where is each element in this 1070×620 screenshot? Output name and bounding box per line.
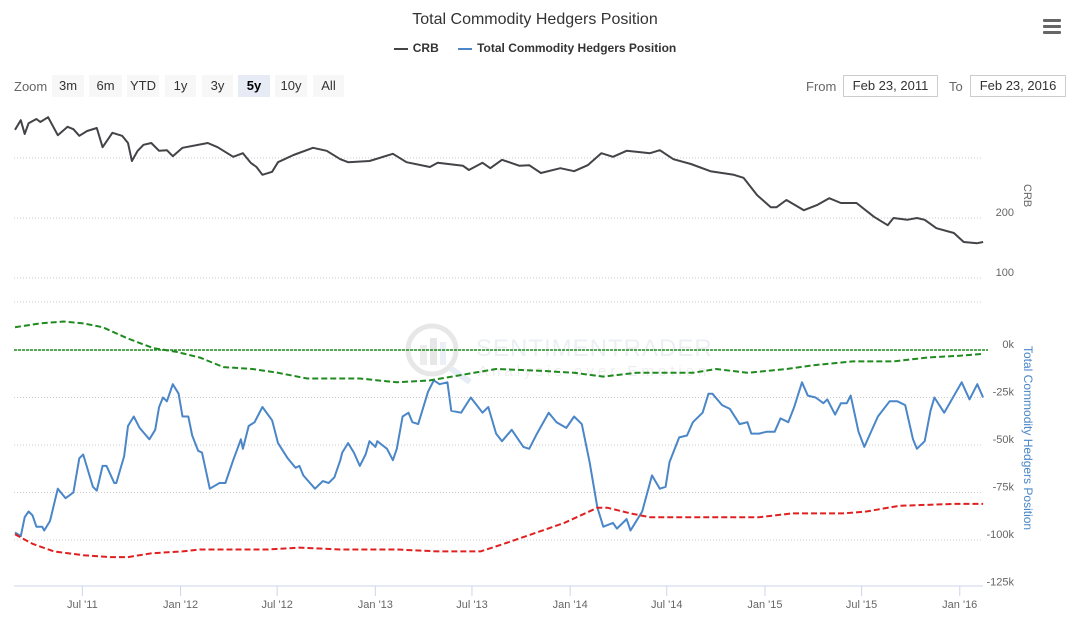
crb-tick-label: 200 [996,207,1014,219]
hedgers-tick-label: -100k [986,529,1014,541]
y-axes: 200 100 0k -25k -50k -75k -100k -125k [986,207,1014,589]
upper-band-line [14,320,984,384]
hedgers-axis-title: Total Commodity Hedgers Position [1021,346,1035,530]
x-tick-label: Jul '14 [651,599,682,611]
x-tick-label: Jan '14 [553,599,588,611]
hedgers-tick-label: -25k [993,387,1015,399]
zoom-label: Zoom [14,79,48,94]
legend-item-crb[interactable]: CRB [393,41,439,55]
x-tick-label: Jan '12 [163,599,198,611]
zoom-6m-button[interactable]: 6m [89,75,122,97]
legend-swatch-hedgers [458,47,473,50]
zoom-5y-button[interactable]: 5y [238,75,270,97]
legend-label: CRB [412,41,439,55]
x-tick-label: Jul '13 [456,599,487,611]
x-tick-label: Jul '12 [261,599,292,611]
crb-tick-label: 100 [996,267,1014,279]
watermark-name: SENTIMENTRADER [476,335,713,362]
series-group [14,116,988,559]
hamburger-icon[interactable] [1043,19,1061,35]
to-label: To [949,79,963,94]
legend: CRB Total Commodity Hedgers Position [0,41,1070,55]
x-tick-label: Jan '15 [747,599,782,611]
from-label: From [806,79,837,94]
x-tick-label: Jan '13 [358,599,393,611]
zoom-3y-button[interactable]: 3y [202,75,233,97]
series-line-hedgers [14,379,985,538]
lower-band-line [14,502,984,559]
crb-axis-title: CRB [1021,184,1033,207]
watermark-tagline: Analysis over Emotion [478,363,710,380]
legend-item-hedgers[interactable]: Total Commodity Hedgers Position [458,41,676,55]
x-axis: Jul '11 Jan '12 Jul '12 Jan '13 Jul '13 Jan '… [67,586,977,611]
series-line-crb [14,116,984,245]
watermark: SENTIMENTRADER Analysis over Emotion [405,323,713,385]
hedgers-tick-label: -75k [993,482,1015,494]
zoom-10y-button[interactable]: 10y [275,75,307,97]
legend-label: Total Commodity Hedgers Position [477,41,677,55]
zoom-3m-button[interactable]: 3m [52,75,84,97]
zoom-1y-button[interactable]: 1y [165,75,196,97]
zoom-all-button[interactable]: All [313,75,344,97]
x-tick-label: Jan '16 [942,599,977,611]
to-date-input[interactable]: Feb 23, 2016 [970,75,1066,97]
x-tick-label: Jul '15 [846,599,877,611]
chart-title: Total Commodity Hedgers Position [412,11,658,28]
from-date-input[interactable]: Feb 23, 2011 [843,75,938,97]
x-tick-label: Jul '11 [67,599,98,611]
hedgers-tick-label: -125k [986,577,1014,589]
zoom-ytd-button[interactable]: YTD [127,75,159,97]
gridlines [14,157,983,541]
legend-swatch-crb [393,47,408,50]
hedgers-tick-label: 0k [1002,339,1014,351]
hedgers-tick-label: -50k [993,434,1015,446]
